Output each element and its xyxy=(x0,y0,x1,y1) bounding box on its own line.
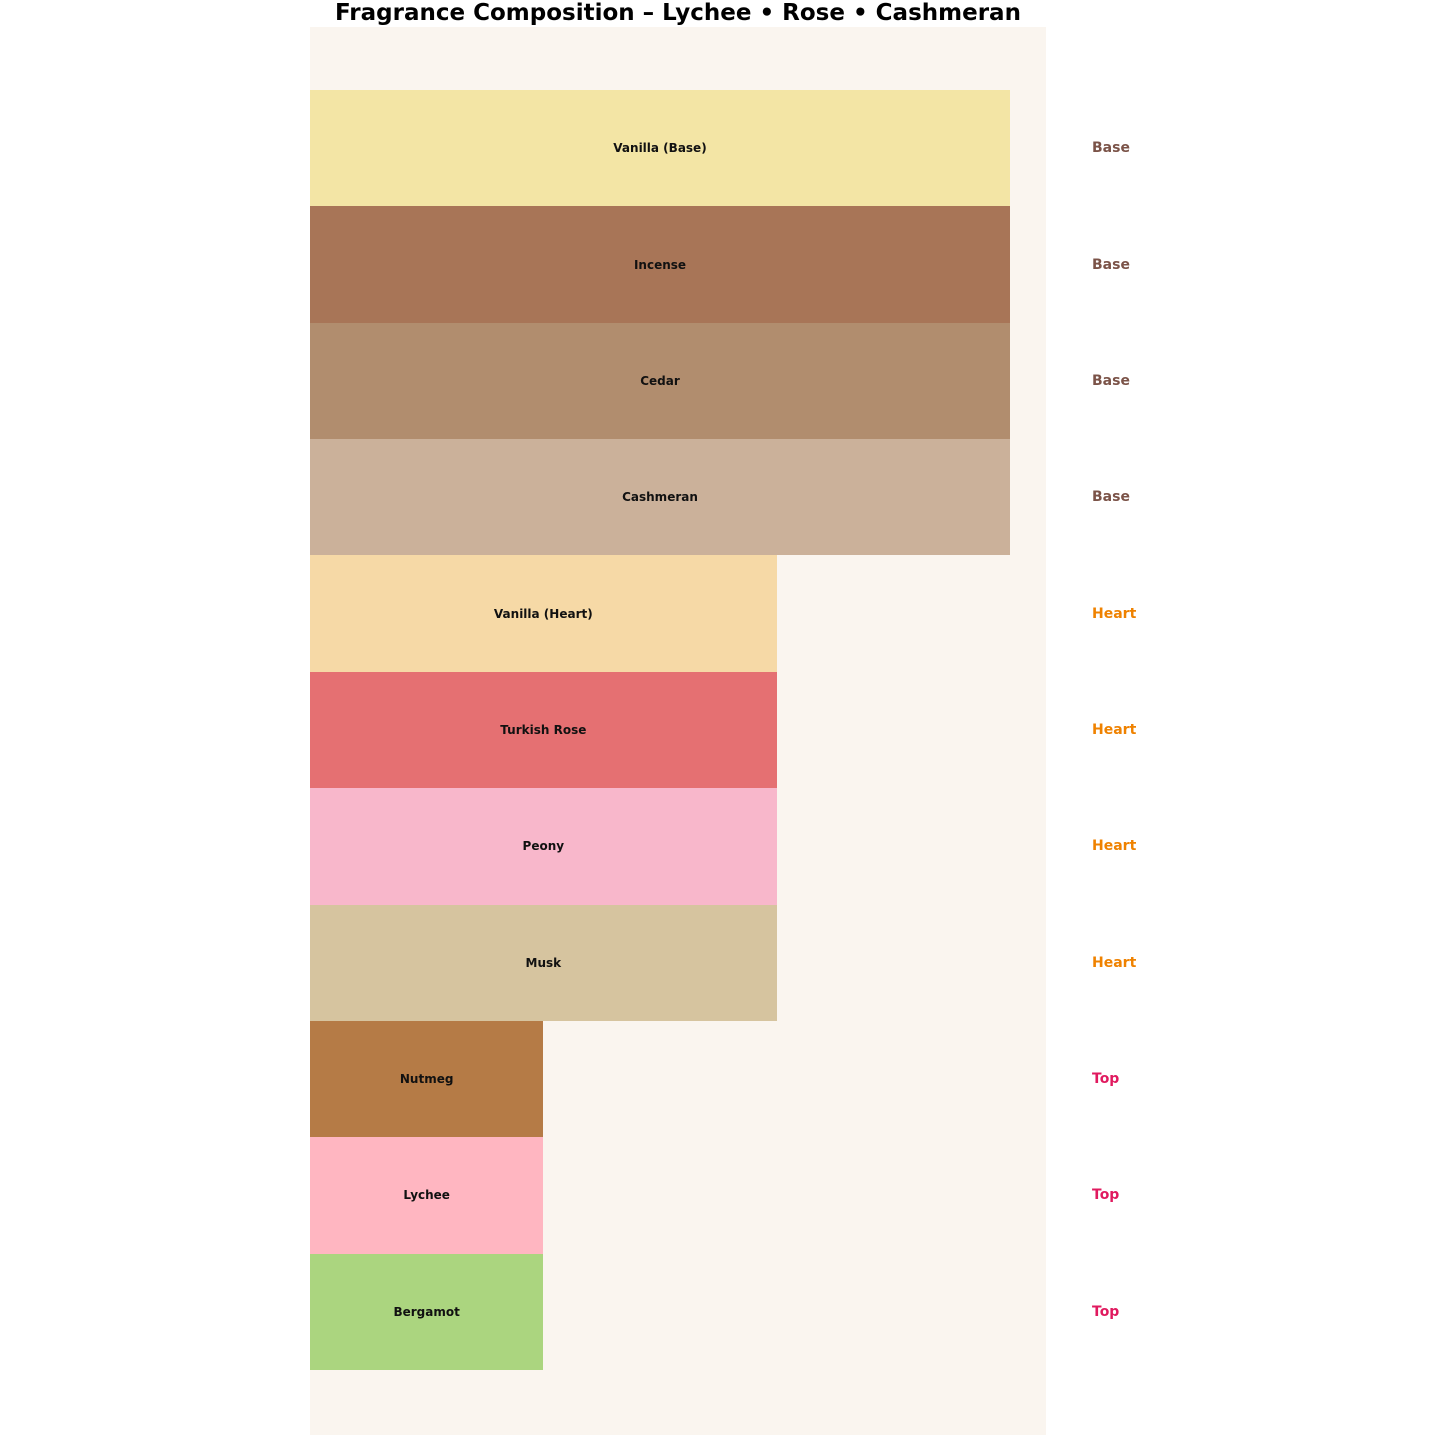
note-label: Lychee xyxy=(403,1188,450,1203)
note-label: Incense xyxy=(633,257,687,272)
note-bar: Bergamot xyxy=(310,1253,544,1370)
note-bar: Turkish Rose xyxy=(310,671,777,789)
tier-label: Base xyxy=(1092,256,1130,273)
tier-label: Heart xyxy=(1092,838,1137,855)
tier-label: Heart xyxy=(1092,954,1137,971)
note-bar: Lychee xyxy=(310,1137,544,1254)
note-label: Turkish Rose xyxy=(500,722,587,737)
bars-layer: Vanilla (Base) Incense Cedar Cashmeran Vanil… xyxy=(310,90,1046,1370)
note-label: Bergamot xyxy=(393,1304,460,1319)
tier-label: Heart xyxy=(1092,721,1137,738)
tier-label: Heart xyxy=(1092,605,1137,622)
note-label: Cashmeran xyxy=(622,490,698,505)
note-label: Vanilla (Base) xyxy=(613,141,707,156)
tier-label: Top xyxy=(1092,1303,1120,1320)
note-bar: Nutmeg xyxy=(310,1020,544,1138)
note-label: Nutmeg xyxy=(399,1072,454,1087)
chart-title: Fragrance Composition – Lychee • Rose • … xyxy=(335,0,1021,26)
note-bar: Vanilla (Base) xyxy=(310,90,1010,207)
tier-label: Top xyxy=(1092,1071,1120,1088)
note-bar: Cedar xyxy=(310,322,1010,440)
note-label: Vanilla (Heart) xyxy=(493,606,593,621)
note-bar: Cashmeran xyxy=(310,439,1010,556)
tier-label: Base xyxy=(1092,489,1130,506)
tier-label: Base xyxy=(1092,372,1130,389)
note-label: Peony xyxy=(522,839,565,854)
note-label: Musk xyxy=(525,955,562,970)
note-label: Cedar xyxy=(640,373,680,388)
note-bar: Incense xyxy=(310,206,1010,323)
note-bar: Peony xyxy=(310,788,777,905)
tier-label: Top xyxy=(1092,1187,1120,1204)
tier-labels-layer: Base Base Base Base Heart Heart Heart Heart Top T… xyxy=(1092,90,1432,1370)
tier-label: Base xyxy=(1092,140,1130,157)
note-bar: Vanilla (Heart) xyxy=(310,555,777,672)
note-bar: Musk xyxy=(310,904,777,1021)
